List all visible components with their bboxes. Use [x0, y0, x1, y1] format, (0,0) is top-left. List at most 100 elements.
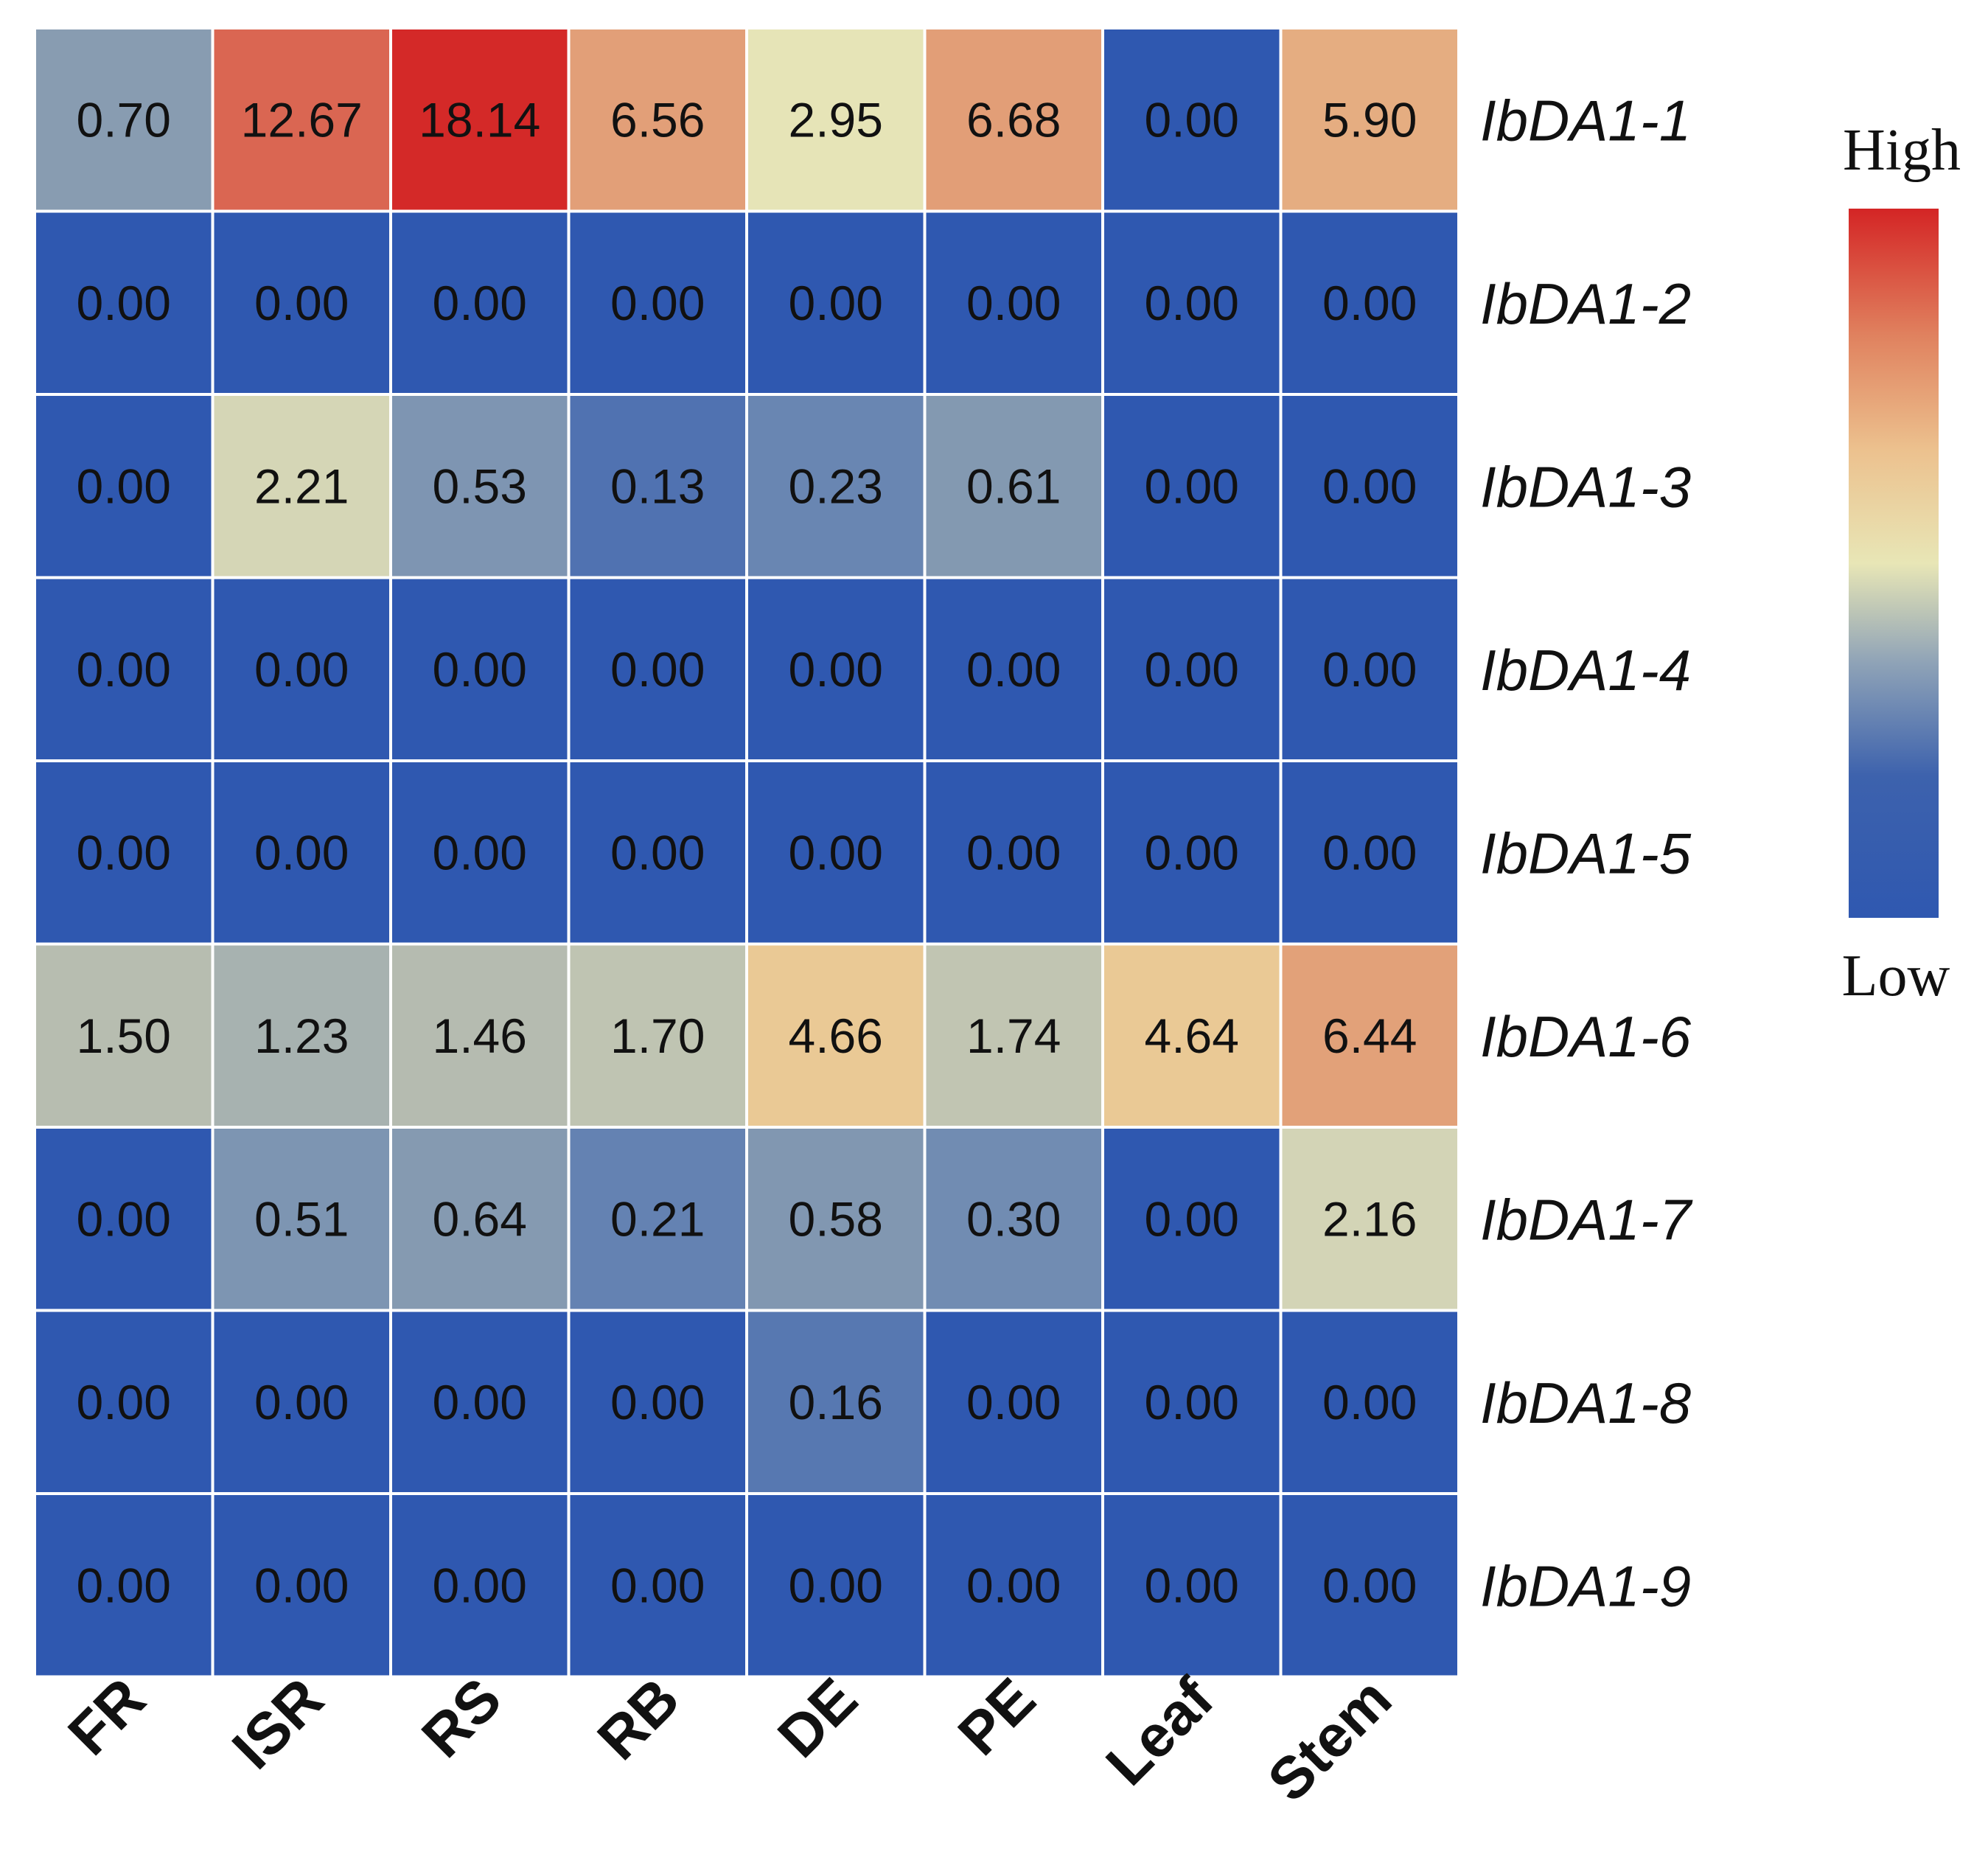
cell-value-label: 0.00 — [254, 1558, 349, 1612]
cell-value-label: 0.00 — [966, 1375, 1061, 1429]
heatmap-cell — [1282, 396, 1457, 577]
row-labels: IbDA1-1 IbDA1-2 IbDA1-3 IbDA1-4 IbDA1-5 IbDA1… — [1480, 88, 1693, 1618]
cell-value-label: 0.00 — [1322, 1558, 1417, 1612]
heatmap-cell — [926, 1312, 1101, 1492]
heatmap-cell — [392, 762, 568, 943]
row-label: IbDA1-1 — [1480, 88, 1691, 153]
cell-value-label: 0.00 — [1145, 825, 1239, 880]
heatmap-cell — [214, 396, 389, 577]
heatmap-cell — [570, 1312, 745, 1492]
column-label: PE — [946, 1665, 1047, 1767]
heatmap-cell — [392, 396, 568, 577]
heatmap-cell — [36, 29, 212, 210]
heatmap-cell — [392, 1312, 568, 1492]
cell-value-label: 0.61 — [966, 459, 1061, 513]
heatmap-cell — [36, 762, 212, 943]
heatmap-cell — [1282, 945, 1457, 1126]
column-label: RB — [585, 1665, 692, 1772]
cell-value-label: 0.00 — [789, 825, 883, 880]
heatmap-cell — [748, 212, 924, 393]
cell-value-label: 1.74 — [966, 1009, 1061, 1063]
heatmap-cell — [1104, 396, 1280, 577]
cell-value-label: 0.00 — [1145, 459, 1239, 513]
heatmap-cell — [214, 762, 389, 943]
column-label: Stem — [1255, 1665, 1403, 1814]
column-label: FR — [55, 1665, 157, 1767]
cell-value-label: 0.00 — [433, 276, 527, 330]
heatmap-cell — [1104, 1129, 1280, 1309]
heatmap-cell — [926, 579, 1101, 759]
cell-value-label: 0.00 — [966, 1558, 1061, 1612]
cell-value-label: 0.64 — [433, 1191, 527, 1246]
heatmap-cell — [1282, 579, 1457, 759]
color-legend: High Low — [1842, 118, 1961, 1009]
heatmap-cell — [570, 212, 745, 393]
cell-value-label: 6.56 — [610, 92, 705, 147]
heatmap-cell — [1282, 212, 1457, 393]
cell-value-label: 0.00 — [77, 459, 171, 513]
cell-value-label: 0.00 — [1145, 1191, 1239, 1246]
heatmap-cell — [926, 1495, 1101, 1676]
heatmap-cell — [570, 1495, 745, 1676]
cell-value-label: 18.14 — [419, 92, 540, 147]
heatmap-cell — [392, 1495, 568, 1676]
cell-value-label: 0.00 — [966, 276, 1061, 330]
heatmap-cell — [926, 29, 1101, 210]
cell-value-label: 0.00 — [254, 825, 349, 880]
cell-value-label: 0.00 — [254, 1375, 349, 1429]
cell-value-label: 0.00 — [433, 642, 527, 697]
heatmap-cell — [1104, 29, 1280, 210]
heatmap-cell — [1282, 1129, 1457, 1309]
heatmap-cell — [392, 579, 568, 759]
cell-value-label: 0.00 — [1145, 1375, 1239, 1429]
column-label: Leaf — [1094, 1665, 1227, 1798]
heatmap-cell — [392, 945, 568, 1126]
cell-value-label: 0.00 — [77, 1191, 171, 1246]
heatmap-cell — [748, 945, 924, 1126]
cell-value-label: 0.00 — [1145, 92, 1239, 147]
heatmap-cell — [570, 945, 745, 1126]
cell-value-label: 0.30 — [966, 1191, 1061, 1246]
heatmap-cell — [36, 1495, 212, 1676]
cell-value-label: 0.00 — [77, 276, 171, 330]
heatmap-cell — [748, 762, 924, 943]
cell-value-label: 0.00 — [610, 825, 705, 880]
cell-value-label: 0.00 — [77, 642, 171, 697]
heatmap-cell — [926, 945, 1101, 1126]
heatmap-cell — [748, 29, 924, 210]
cell-value-label: 4.64 — [1145, 1009, 1239, 1063]
cell-value-label: 0.16 — [789, 1375, 883, 1429]
cell-value-label: 0.00 — [789, 276, 883, 330]
cell-value-label: 4.66 — [789, 1009, 883, 1063]
legend-gradient-bar — [1849, 209, 1939, 918]
column-label: ISR — [220, 1665, 335, 1781]
heatmap-cell — [926, 762, 1101, 943]
heatmap-cell — [1104, 579, 1280, 759]
row-label: IbDA1-6 — [1480, 1004, 1692, 1069]
heatmap-cell — [748, 396, 924, 577]
cell-value-label: 0.00 — [966, 642, 1061, 697]
heatmap-cell — [214, 212, 389, 393]
cell-value-label: 0.00 — [1322, 825, 1417, 880]
heatmap-cell — [926, 396, 1101, 577]
cell-value-label: 0.00 — [789, 1558, 883, 1612]
heatmap-cell — [1104, 945, 1280, 1126]
heatmap-cell — [926, 1129, 1101, 1309]
heatmap-cell — [36, 1312, 212, 1492]
heatmap-cell — [36, 1129, 212, 1309]
heatmap-cell — [570, 396, 745, 577]
cell-value-label: 0.58 — [789, 1191, 883, 1246]
cell-value-label: 0.00 — [77, 1375, 171, 1429]
cell-value-label: 1.23 — [254, 1009, 349, 1063]
heatmap-cell — [926, 212, 1101, 393]
cell-value-label: 0.00 — [433, 1375, 527, 1429]
cell-value-label: 2.21 — [254, 459, 349, 513]
cell-value-label: 6.68 — [966, 92, 1061, 147]
heatmap-cell — [1104, 1495, 1280, 1676]
row-label: IbDA1-8 — [1480, 1370, 1691, 1435]
cell-value-label: 0.00 — [77, 825, 171, 880]
heatmap-cell — [748, 1495, 924, 1676]
heatmap-cell — [214, 945, 389, 1126]
heatmap-cell — [36, 396, 212, 577]
row-label: IbDA1-9 — [1480, 1553, 1691, 1618]
